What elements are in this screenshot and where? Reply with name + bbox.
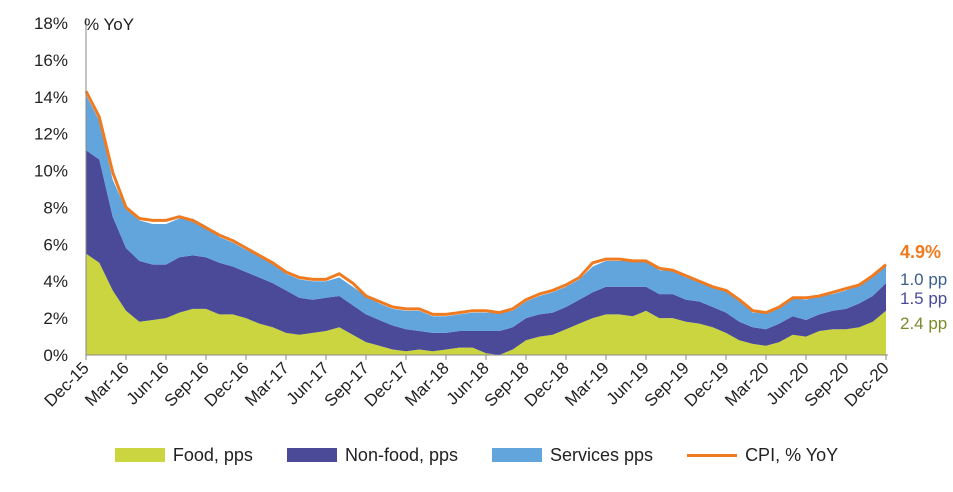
y-tick-label: 8% [43, 198, 68, 217]
x-tick-label: Dec-16 [201, 358, 253, 410]
area-services [86, 94, 886, 333]
legend-label: Services pps [550, 444, 654, 465]
x-tick-label: Mar-19 [561, 358, 613, 410]
legend-item: Services pps [492, 445, 653, 466]
y-tick-label: 18% [34, 14, 68, 33]
y-axis-ticks: 0% 2% 4% 6% 8% 10% 12% 14% 16% 18% [34, 14, 68, 365]
y-tick-label: 10% [34, 162, 68, 181]
legend-swatch [492, 448, 543, 462]
cpi-line-group [84, 90, 887, 316]
area-food [86, 253, 886, 355]
legend: Food, pps Non-food, pps Services pps CPI, %… [0, 440, 953, 470]
y-tick-label: 14% [34, 88, 68, 107]
area-non-food [86, 150, 886, 355]
x-tick-label: Mar-18 [401, 358, 453, 410]
x-tick-label: Mar-20 [721, 358, 773, 410]
legend-item: CPI, % YoY [687, 445, 838, 466]
x-tick-label: Dec-20 [841, 358, 893, 410]
legend-label: Food, pps [172, 444, 253, 465]
axes [85, 18, 888, 356]
end-label: 1.5 pp [900, 289, 947, 308]
y-tick-label: 16% [34, 51, 68, 70]
y-tick-label: 6% [43, 235, 68, 254]
legend-item: Non-food, pps [286, 444, 459, 466]
legend-swatch [114, 448, 165, 462]
x-tick-label: Dec-15 [41, 358, 93, 410]
stacked-areas [86, 94, 886, 355]
end-label: 4.9% [900, 242, 941, 262]
legend-swatch [687, 453, 738, 457]
y-tick-label: 12% [34, 125, 68, 144]
y-tick-label: 4% [43, 272, 68, 291]
chart-canvas: 0% 2% 4% 6% 8% 10% 12% 14% 16% 18% Dec-15Mar-16Ju… [34, 14, 947, 411]
x-axis-ticks: Dec-15Mar-16Jun-16Sep-16Dec-16Mar-17Jun-… [41, 355, 893, 411]
legend-label: CPI, % YoY [745, 444, 839, 465]
end-label: 2.4 pp [900, 314, 947, 333]
y-tick-label: 2% [43, 309, 68, 328]
end-value-labels: 4.9% 1.0 pp1.5 pp 2.4 pp [900, 242, 947, 333]
x-tick-label: Dec-17 [361, 358, 413, 410]
x-tick-label: Mar-17 [241, 358, 293, 410]
x-tick-label: Dec-18 [521, 358, 573, 410]
end-label: 1.0 pp [900, 270, 947, 289]
y-tick-label: 0% [43, 346, 68, 365]
y-axis-unit-label: % YoY [84, 15, 134, 34]
legend-swatch [286, 448, 337, 462]
x-tick-label: Mar-16 [81, 358, 133, 410]
x-tick-label: Dec-19 [681, 358, 733, 410]
legend-label: Non-food, pps [344, 444, 459, 465]
cpi-line [84, 90, 887, 316]
legend-item: Food, pps [114, 444, 253, 466]
